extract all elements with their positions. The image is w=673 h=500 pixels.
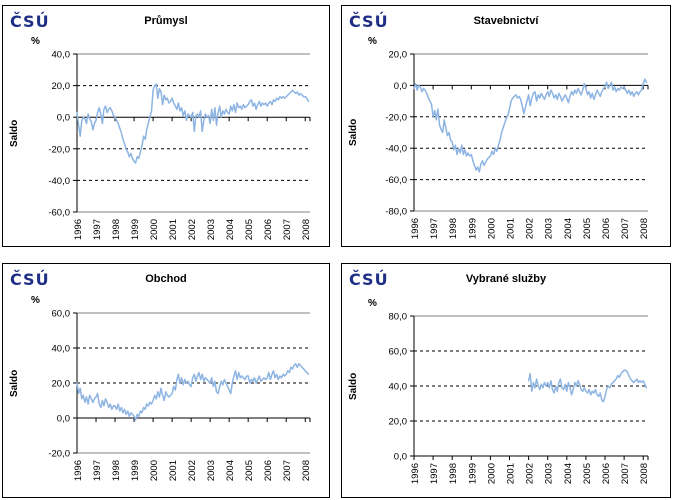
x-tick-label: 2000 [486, 218, 497, 239]
x-tick-label: 2005 [244, 460, 255, 481]
x-tick-label: 2006 [263, 460, 274, 481]
y-unit-label: % [368, 36, 377, 47]
x-tick-label: 1996 [410, 463, 421, 484]
x-tick-label: 2003 [206, 219, 217, 240]
y-unit-label: % [31, 295, 40, 306]
x-tick-label: 2003 [544, 463, 555, 484]
x-tick-label: 2004 [225, 219, 236, 240]
x-tick-label: 2008 [301, 219, 312, 240]
y-tick-label: 20,0 [52, 379, 71, 390]
x-tick-label: 1998 [111, 460, 122, 481]
chart-title: Stavebnictví [473, 15, 539, 27]
csu-logo: ČSÚ [10, 12, 50, 31]
chart-panel-obchod: ČSÚ Obchod % Saldo 60,0 40,0 20,0 0,0 -20,0 1… [2, 263, 330, 498]
x-tick-label: 2003 [206, 460, 217, 481]
csu-logo: ČSÚ [349, 270, 389, 289]
x-tick-label: 2005 [582, 463, 593, 484]
y-tick-label: 40,0 [52, 344, 71, 355]
x-tick-label: 2005 [582, 218, 593, 239]
x-tick-label: 2005 [244, 219, 255, 240]
y-tick-label: -20,0 [385, 112, 407, 123]
chart-title: Obchod [145, 273, 187, 285]
x-tick-label: 2000 [149, 219, 160, 240]
x-tick-label: 2004 [225, 460, 236, 481]
x-tick-label: 2006 [601, 463, 612, 484]
x-tick-label: 2001 [506, 218, 517, 239]
y-tick-label: 40,0 [389, 382, 408, 393]
y-tick-label: -20,0 [48, 449, 70, 460]
x-tick-label: 2002 [187, 460, 198, 481]
x-tick-label: 2003 [544, 218, 555, 239]
x-tick-label: 2001 [168, 460, 179, 481]
y-tick-label: -80,0 [385, 207, 407, 218]
csu-logo: ČSÚ [349, 12, 389, 31]
y-tick-label: 60,0 [52, 309, 71, 320]
chart-panel-prumysl: ČSÚ Průmysl % Saldo 40,0 20,0 0,0 -20,0 -40,… [2, 5, 330, 247]
x-tick-label: 2002 [187, 219, 198, 240]
saldo-line [527, 369, 648, 403]
x-tick-label: 2007 [620, 463, 631, 484]
x-tick-label: 1996 [73, 219, 84, 240]
x-tick-label: 2004 [563, 218, 574, 239]
x-tick-label: 1999 [130, 460, 141, 481]
y-tick-label: -60,0 [48, 208, 70, 219]
x-tick-label: 1997 [92, 219, 103, 240]
x-tick-label: 1999 [130, 219, 141, 240]
y-tick-label: 80,0 [389, 312, 408, 323]
x-tick-label: 2006 [601, 218, 612, 239]
x-tick-label: 1997 [429, 218, 440, 239]
saldo-line [76, 363, 310, 421]
x-tick-label: 2000 [149, 460, 160, 481]
x-tick-label: 2006 [263, 219, 274, 240]
x-tick-label: 2007 [620, 218, 631, 239]
x-tick-label: 2008 [639, 463, 650, 484]
y-tick-label: 0,0 [394, 452, 407, 463]
x-tick-label: 2002 [525, 463, 536, 484]
y-tick-label: 20,0 [389, 417, 408, 428]
x-tick-label: 1997 [429, 463, 440, 484]
y-tick-label: 20,0 [389, 50, 408, 61]
x-tick-label: 2001 [506, 463, 517, 484]
y-tick-label: -40,0 [385, 144, 407, 155]
x-tick-label: 2000 [486, 463, 497, 484]
y-tick-label: 0,0 [57, 113, 70, 124]
chart-panel-vybrane-sluzby: ČSÚ Vybrané služby % Saldo 80,0 60,0 40,0 2… [341, 263, 671, 498]
x-tick-label: 2007 [282, 460, 293, 481]
chart-panel-stavebnictvi: ČSÚ Stavebnictví % Saldo 20,0 0,0 -20,0 -40… [341, 5, 671, 247]
y-tick-label: 60,0 [389, 347, 408, 358]
x-tick-label: 1996 [410, 218, 421, 239]
x-tick-label: 2008 [639, 218, 650, 239]
x-tick-label: 1999 [467, 463, 478, 484]
x-tick-label: 1998 [448, 463, 459, 484]
csu-logo: ČSÚ [10, 270, 50, 289]
y-tick-label: -60,0 [385, 175, 407, 186]
x-tick-label: 2007 [282, 219, 293, 240]
y-tick-label: -20,0 [48, 144, 70, 155]
x-tick-label: 1998 [111, 219, 122, 240]
x-tick-label: 1999 [467, 218, 478, 239]
saldo-line [76, 83, 310, 164]
saldo-line [413, 78, 648, 173]
y-unit-label: % [368, 298, 377, 309]
x-tick-label: 2008 [301, 460, 312, 481]
x-tick-label: 1997 [92, 460, 103, 481]
y-tick-label: 40,0 [52, 50, 71, 61]
chart-title: Vybrané služby [465, 273, 547, 285]
x-tick-label: 1996 [73, 460, 84, 481]
y-unit-label: % [31, 36, 40, 47]
x-tick-label: 2004 [563, 463, 574, 484]
x-tick-label: 2002 [525, 218, 536, 239]
x-tick-label: 2001 [168, 219, 179, 240]
y-tick-label: -40,0 [48, 176, 70, 187]
y-tick-label: 0,0 [57, 414, 70, 425]
y-tick-label: 20,0 [52, 81, 71, 92]
y-tick-label: 0,0 [394, 81, 407, 92]
chart-title: Průmysl [144, 15, 188, 27]
x-tick-label: 1998 [448, 218, 459, 239]
